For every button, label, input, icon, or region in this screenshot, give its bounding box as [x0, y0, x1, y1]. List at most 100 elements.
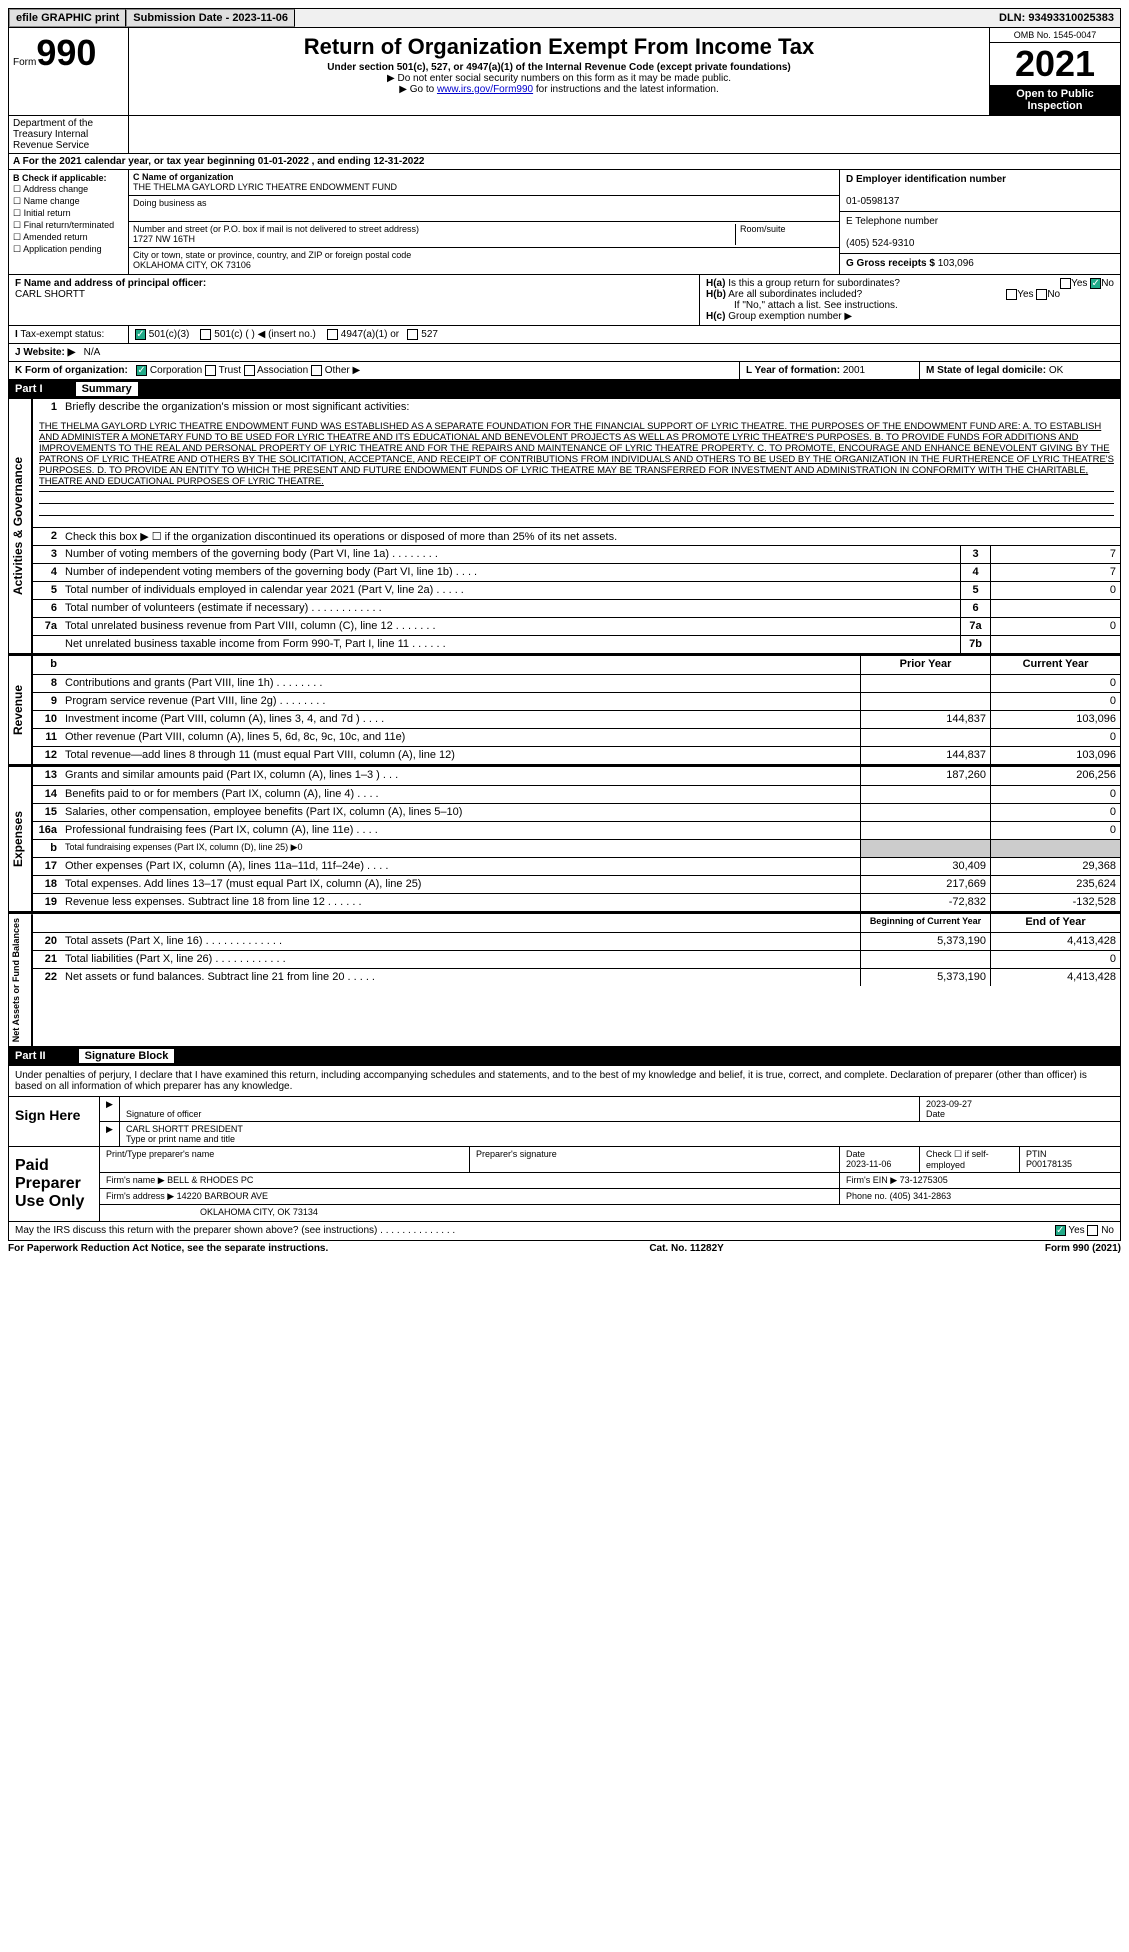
gross-receipts: 103,096: [938, 258, 974, 269]
row-f-h: F Name and address of principal officer:…: [8, 275, 1121, 326]
line-17-prior: 30,409: [860, 858, 990, 875]
check-amended[interactable]: ☐ Amended return: [13, 232, 124, 243]
line-13-num: 13: [33, 767, 61, 785]
expenses-section: Expenses 13 Grants and similar amounts p…: [8, 765, 1121, 912]
line-14-prior: [860, 786, 990, 803]
line-4-num: 4: [33, 564, 61, 581]
year-box: OMB No. 1545-0047 2021 Open to Public In…: [990, 28, 1120, 115]
line-7a-box: 7a: [960, 618, 990, 635]
check-501c[interactable]: [200, 329, 211, 340]
row-klm: K Form of organization: ✓ Corporation Tr…: [8, 362, 1121, 380]
check-other[interactable]: [311, 365, 322, 376]
org-name: THE THELMA GAYLORD LYRIC THEATRE ENDOWME…: [133, 182, 397, 192]
line-12-label: Total revenue—add lines 8 through 11 (mu…: [61, 747, 860, 764]
col-current-year: Current Year: [990, 656, 1120, 674]
principal-officer: CARL SHORTT: [15, 289, 85, 300]
paid-preparer-label: Paid Preparer Use Only: [9, 1147, 99, 1221]
ssn-note: ▶ Do not enter social security numbers o…: [133, 73, 985, 84]
hb-no[interactable]: [1036, 289, 1047, 300]
form-header: Form990 Return of Organization Exempt Fr…: [8, 28, 1121, 116]
check-527[interactable]: [407, 329, 418, 340]
officer-signature[interactable]: Signature of officer: [120, 1097, 920, 1121]
preparer-date: Date2023-11-06: [840, 1147, 920, 1172]
line-7b-num: [33, 636, 61, 653]
city-row: City or town, state or province, country…: [129, 248, 839, 274]
hb-yes[interactable]: [1006, 289, 1017, 300]
form-number: 990: [36, 32, 96, 73]
check-initial-return[interactable]: ☐ Initial return: [13, 208, 124, 219]
check-assoc[interactable]: [244, 365, 255, 376]
line-16b-prior: [860, 840, 990, 857]
tab-net-assets: Net Assets or Fund Balances: [9, 914, 33, 1046]
line-1-num: 1: [33, 399, 61, 417]
hc-label: Group exemption number ▶: [728, 311, 852, 322]
check-trust[interactable]: [205, 365, 216, 376]
mission-text: THE THELMA GAYLORD LYRIC THEATRE ENDOWME…: [33, 417, 1120, 491]
line-11-prior: [860, 729, 990, 746]
line-3-label: Number of voting members of the governin…: [61, 546, 960, 563]
line-4-value: 7: [990, 564, 1120, 581]
line-22-prior: 5,373,190: [860, 969, 990, 986]
part2-header: Part II Signature Block: [8, 1047, 1121, 1065]
phone-value: (405) 524-9310: [846, 238, 914, 249]
line-9-num: 9: [33, 693, 61, 710]
line-6-box: 6: [960, 600, 990, 617]
check-4947[interactable]: [327, 329, 338, 340]
gross-receipts-row: G Gross receipts $ 103,096: [840, 254, 1120, 273]
line-19-num: 19: [33, 894, 61, 911]
line-11-label: Other revenue (Part VIII, column (A), li…: [61, 729, 860, 746]
address-row: Number and street (or P.O. box if mail i…: [129, 222, 839, 248]
org-name-row: C Name of organization THE THELMA GAYLOR…: [129, 170, 839, 196]
line-21-label: Total liabilities (Part X, line 26) . . …: [61, 951, 860, 968]
line-1-label: Briefly describe the organization's miss…: [61, 399, 1120, 417]
ha-no[interactable]: ✓: [1090, 278, 1101, 289]
dln: DLN: 93493310025383: [295, 10, 1120, 26]
ein-row: D Employer identification number 01-0598…: [840, 170, 1120, 212]
line-5-label: Total number of individuals employed in …: [61, 582, 960, 599]
line-15-num: 15: [33, 804, 61, 821]
check-corp[interactable]: ✓: [136, 365, 147, 376]
sign-here-label: Sign Here: [9, 1097, 99, 1146]
line-8-prior: [860, 675, 990, 692]
line-12-current: 103,096: [990, 747, 1120, 764]
line-4-label: Number of independent voting members of …: [61, 564, 960, 581]
line-16b-num: b: [33, 840, 61, 857]
line-13-label: Grants and similar amounts paid (Part IX…: [61, 767, 860, 785]
self-employed-check[interactable]: Check ☐ if self-employed: [920, 1147, 1020, 1172]
line-20-num: 20: [33, 933, 61, 950]
irs-link[interactable]: www.irs.gov/Form990: [437, 84, 533, 95]
ha-label: Is this a group return for subordinates?: [728, 278, 900, 289]
line-14-current: 0: [990, 786, 1120, 803]
tab-expenses: Expenses: [9, 767, 33, 911]
line-21-num: 21: [33, 951, 61, 968]
preparer-name[interactable]: Print/Type preparer's name: [100, 1147, 470, 1172]
check-final-return[interactable]: ☐ Final return/terminated: [13, 220, 124, 231]
discuss-no[interactable]: [1087, 1225, 1098, 1236]
line-16a-num: 16a: [33, 822, 61, 839]
firm-phone: Phone no. (405) 341-2863: [840, 1189, 1120, 1204]
ha-yes[interactable]: [1060, 278, 1071, 289]
line-5-value: 0: [990, 582, 1120, 599]
form-number-box: Form990: [9, 28, 129, 115]
check-address-change[interactable]: ☐ Address change: [13, 184, 124, 195]
efile-print-button[interactable]: efile GRAPHIC print: [9, 9, 126, 27]
preparer-signature[interactable]: Preparer's signature: [470, 1147, 840, 1172]
line-7a-num: 7a: [33, 618, 61, 635]
state-domicile: M State of legal domicile: OK: [920, 362, 1120, 379]
omb-number: OMB No. 1545-0047: [990, 28, 1120, 43]
line-4-box: 4: [960, 564, 990, 581]
line-6-num: 6: [33, 600, 61, 617]
col-b-checkboxes: B Check if applicable: ☐ Address change …: [9, 170, 129, 274]
discuss-yes[interactable]: ✓: [1055, 1225, 1066, 1236]
arrow-icon: ▶: [100, 1097, 120, 1121]
check-501c3[interactable]: ✓: [135, 329, 146, 340]
line-22-label: Net assets or fund balances. Subtract li…: [61, 969, 860, 986]
line-14-num: 14: [33, 786, 61, 803]
firm-name: Firm's name ▶ BELL & RHODES PC: [100, 1173, 840, 1188]
line-5-num: 5: [33, 582, 61, 599]
check-app-pending[interactable]: ☐ Application pending: [13, 244, 124, 255]
check-name-change[interactable]: ☐ Name change: [13, 196, 124, 207]
net-assets-section: Net Assets or Fund Balances Beginning of…: [8, 912, 1121, 1047]
form-ref: Form 990 (2021): [1045, 1243, 1121, 1254]
firm-address: Firm's address ▶ 14220 BARBOUR AVE: [100, 1189, 840, 1204]
